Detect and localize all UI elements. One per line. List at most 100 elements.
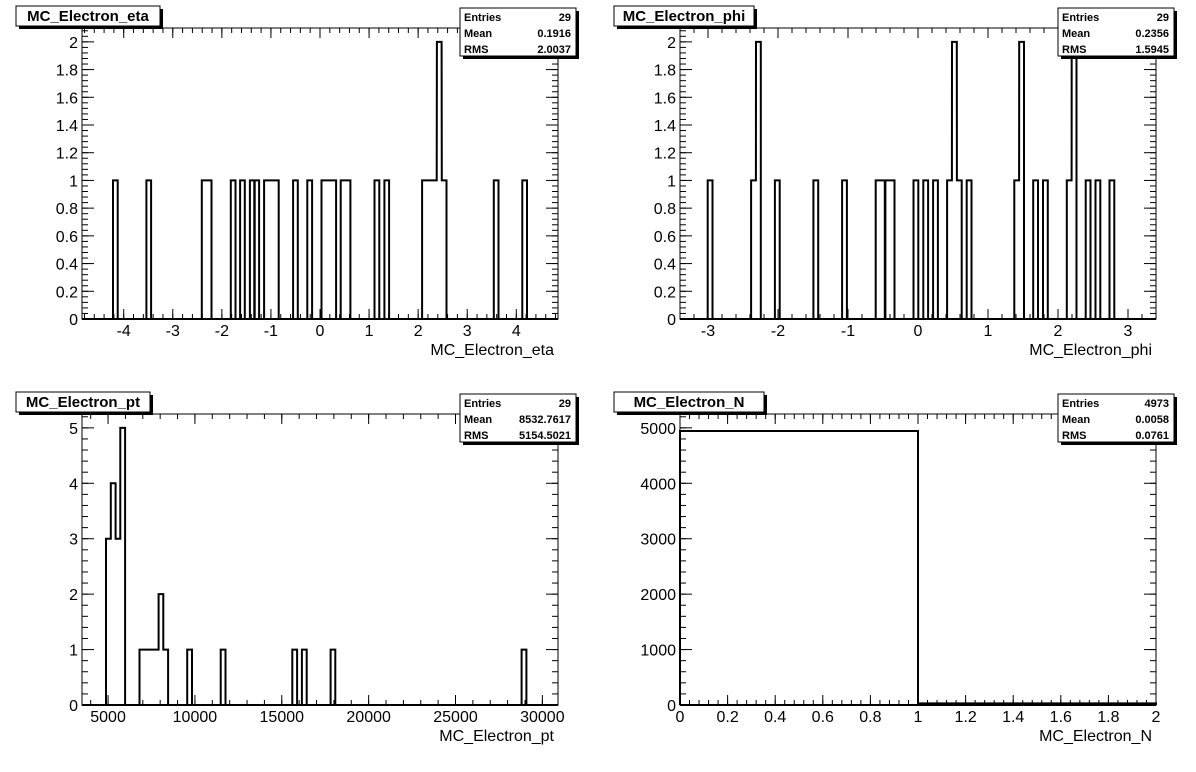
stats-label: Entries <box>1062 398 1099 410</box>
stats-value: 4973 <box>1145 398 1169 410</box>
y-tick-label: 5000 <box>640 421 676 438</box>
x-tick-label: 0.2 <box>716 709 738 726</box>
x-tick-label: 5000 <box>90 709 126 726</box>
histogram-n: 0 1000 2000 3000 4000 5000 0 0.2 0.4 0.6 0.8 1 1.2 1.… <box>613 391 1177 745</box>
y-tick-label: 3000 <box>640 532 676 549</box>
x-tick-label: 2 <box>1054 323 1063 340</box>
x-tick-label: 0 <box>316 323 325 340</box>
y-tick-label: 0.8 <box>654 201 676 218</box>
x-tick-label: 25000 <box>433 709 478 726</box>
x-tick-label: 10000 <box>173 709 218 726</box>
x-tick-label: 2 <box>414 323 423 340</box>
y-tick-label: 0 <box>69 312 78 329</box>
x-tick-label: 1 <box>984 323 993 340</box>
x-tick-label: 0 <box>914 323 923 340</box>
histogram-pad-eta: 0 0.2 0.4 0.6 0.8 1 1.2 1.4 1.6 1.8 2 -4 -3 -2 -1 0 1 2 3 4… <box>0 0 598 386</box>
stats-value: 5154.5021 <box>519 430 571 442</box>
stats-label: Mean <box>1062 28 1090 40</box>
stats-label: Entries <box>1062 12 1099 24</box>
y-tick-label: 4000 <box>640 476 676 493</box>
x-tick-label: 1.6 <box>1050 709 1072 726</box>
histogram-bin <box>326 180 331 319</box>
y-tick-label: 1.4 <box>654 118 676 135</box>
x-tick-label: -1 <box>264 323 278 340</box>
y-tick-label: 0 <box>667 698 676 715</box>
y-tick-label: 1.6 <box>56 90 78 107</box>
title-box <box>613 5 755 27</box>
y-tick-label: 1.6 <box>654 90 676 107</box>
stats-label: Mean <box>464 414 492 426</box>
y-tick-label: 1.2 <box>654 146 676 163</box>
x-tick-label: 0 <box>676 709 685 726</box>
y-tick-label: 0.4 <box>654 257 676 274</box>
x-tick-label: 15000 <box>260 709 305 726</box>
x-tick-label: -3 <box>701 323 715 340</box>
y-tick-label: 0.8 <box>56 201 78 218</box>
stats-box <box>459 393 577 443</box>
stats-value: 29 <box>1157 12 1169 24</box>
y-tick-label: 1 <box>667 173 676 190</box>
stats-label: RMS <box>1062 44 1086 56</box>
histogram-bin <box>149 650 154 705</box>
title-box <box>15 391 151 413</box>
y-tick-label: 1.2 <box>56 146 78 163</box>
stats-value: 8532.7617 <box>519 414 571 426</box>
x-tick-label: 30000 <box>520 709 565 726</box>
x-tick-label: -1 <box>841 323 855 340</box>
y-tick-label: 2000 <box>640 587 676 604</box>
x-tick-label: 4 <box>512 323 521 340</box>
histogram-line <box>706 40 1116 319</box>
stats-box <box>459 7 577 57</box>
y-tick-label: 4 <box>69 476 78 493</box>
stats-label: Mean <box>1062 414 1090 426</box>
x-tick-label: 2 <box>1152 709 1161 726</box>
y-tick-label: 0.6 <box>654 229 676 246</box>
y-tick-label: 0.2 <box>56 284 78 301</box>
x-tick-label: 1.4 <box>1002 709 1024 726</box>
y-tick-label: 2 <box>69 587 78 604</box>
histogram-eta: 0 0.2 0.4 0.6 0.8 1 1.2 1.4 1.6 1.8 2 -4 -3 -2 -1 0 1 2 3 4… <box>15 5 579 359</box>
histogram-bin <box>680 431 918 705</box>
histogram-bin <box>269 180 274 319</box>
x-tick-label: -2 <box>771 323 785 340</box>
histogram-bin <box>116 539 121 705</box>
x-tick-label: 1.8 <box>1097 709 1119 726</box>
y-tick-label: 1.4 <box>56 118 78 135</box>
stats-label: Mean <box>464 28 492 40</box>
y-tick-label: 1 <box>69 643 78 660</box>
stats-value: 0.0058 <box>1135 414 1169 426</box>
histogram-pad-phi: 0 0.2 0.4 0.6 0.8 1 1.2 1.4 1.6 1.8 2 -3 -2 -1 0 1 2 3 MC_… <box>598 0 1196 386</box>
x-tick-label: 1.2 <box>954 709 976 726</box>
x-axis-label: MC_Electron_pt <box>439 728 554 745</box>
chart-title: MC_Electron_N <box>634 394 745 411</box>
histogram-line <box>112 40 528 319</box>
title-box <box>15 5 161 27</box>
y-tick-label: 0.6 <box>56 229 78 246</box>
histogram-bin <box>144 650 149 705</box>
stats-box <box>1057 7 1175 57</box>
x-tick-label: -3 <box>166 323 180 340</box>
stats-label: Entries <box>464 12 501 24</box>
y-tick-label: 1.8 <box>56 63 78 80</box>
plot-frame <box>81 27 559 320</box>
x-axis-label: MC_Electron_eta <box>430 342 554 359</box>
histogram-line <box>105 426 528 705</box>
stats-value: 29 <box>559 12 571 24</box>
x-tick-label: 0.6 <box>812 709 834 726</box>
stats-value: 0.0761 <box>1135 430 1169 442</box>
x-tick-label: 3 <box>463 323 472 340</box>
histogram-bin <box>432 180 437 319</box>
x-tick-label: 20000 <box>346 709 391 726</box>
x-tick-label: 0.8 <box>859 709 881 726</box>
histogram-pad-n: 0 1000 2000 3000 4000 5000 0 0.2 0.4 0.6 0.8 1 1.2 1.… <box>598 386 1196 772</box>
x-tick-label: 0.4 <box>764 709 786 726</box>
x-axis-label: MC_Electron_phi <box>1029 342 1152 359</box>
chart-title: MC_Electron_pt <box>26 394 140 411</box>
y-tick-label: 0.4 <box>56 257 78 274</box>
y-tick-label: 1 <box>69 173 78 190</box>
stats-label: RMS <box>464 430 488 442</box>
stats-value: 0.1916 <box>537 28 571 40</box>
histogram-bin <box>154 650 159 705</box>
y-tick-label: 5 <box>69 421 78 438</box>
y-tick-label: 2 <box>69 35 78 52</box>
